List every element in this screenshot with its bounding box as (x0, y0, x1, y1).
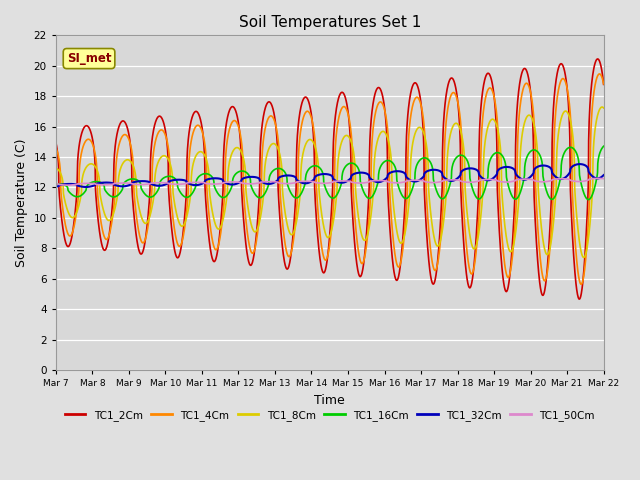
Y-axis label: Soil Temperature (C): Soil Temperature (C) (15, 138, 28, 267)
Text: SI_met: SI_met (67, 52, 111, 65)
Title: Soil Temperatures Set 1: Soil Temperatures Set 1 (239, 15, 421, 30)
Legend: TC1_2Cm, TC1_4Cm, TC1_8Cm, TC1_16Cm, TC1_32Cm, TC1_50Cm: TC1_2Cm, TC1_4Cm, TC1_8Cm, TC1_16Cm, TC1… (60, 406, 599, 425)
X-axis label: Time: Time (314, 394, 345, 407)
